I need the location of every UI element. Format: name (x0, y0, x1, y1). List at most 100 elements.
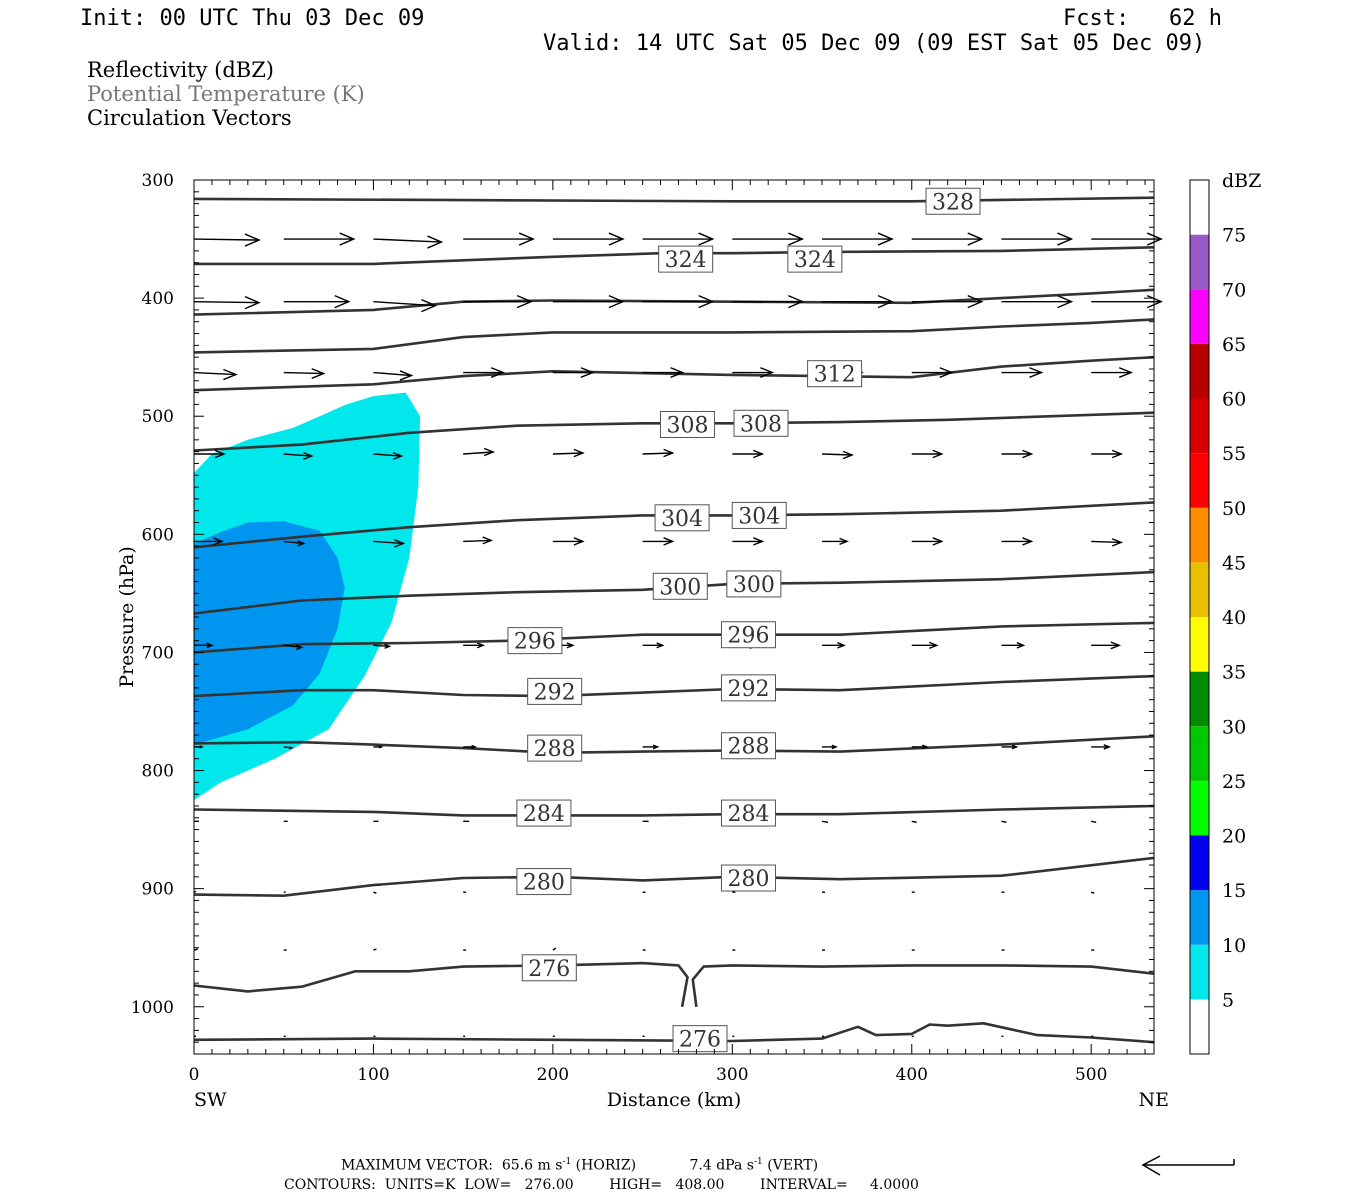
vector-head (1146, 232, 1163, 246)
colorbar-bin (1190, 890, 1209, 945)
y-tick-label: 900 (142, 880, 174, 900)
colorbar-label: 65 (1222, 334, 1246, 356)
theta-contour-288 (193, 735, 1155, 755)
theta-contour-300 (193, 570, 1155, 615)
vector-shaft (463, 451, 494, 455)
vector-head (939, 367, 954, 378)
contour-info: CONTOURS: UNITS=K LOW= 276.00 HIGH= 408.… (284, 1177, 919, 1193)
vector-head (471, 744, 478, 750)
colorbar: 5 10 15 20 25 30 35 40 45 50 55 60 65 70 75 dBZ (1189, 170, 1261, 1055)
vector-head (842, 450, 854, 460)
theta-label-284: 284 (720, 799, 776, 827)
vector-arrow (193, 296, 261, 310)
theta-label-text: 312 (814, 363, 856, 388)
x-axis-title: Distance (km) (607, 1089, 742, 1111)
y-tick-label: 700 (142, 643, 174, 663)
vector-head (1011, 744, 1019, 750)
vector-head (516, 295, 533, 309)
vector-arrow (1001, 232, 1074, 246)
x-tick-label: 200 (537, 1065, 569, 1085)
theta-label-box (733, 409, 789, 437)
theta-label-288: 288 (527, 734, 583, 762)
colorbar-label: 30 (1222, 716, 1246, 738)
theta-label-text: 296 (514, 630, 556, 655)
vector-head (483, 447, 496, 457)
vector-head (831, 744, 838, 750)
theta-label-308: 308 (659, 410, 715, 438)
vector-arrow (373, 891, 377, 894)
vector-head (303, 452, 314, 461)
theta-label-304: 304 (654, 504, 710, 532)
vector-arrow (463, 232, 535, 246)
y-tick-label: 300 (142, 171, 174, 191)
vector-head (1057, 232, 1074, 246)
theta-label-text: 308 (740, 412, 782, 437)
theta-label-292: 292 (527, 677, 583, 705)
vector-head (214, 449, 226, 459)
theta-label-300: 300 (652, 572, 708, 600)
vector-arrow (911, 537, 944, 546)
vector-shaft (373, 300, 436, 307)
vector-arrow (283, 295, 351, 309)
vector-shaft (642, 452, 673, 455)
theta-label-text: 324 (794, 248, 836, 273)
colorbar-label: 60 (1222, 389, 1246, 411)
theta-contour-308 (193, 411, 1155, 452)
theta-label-box (807, 360, 863, 388)
vector-arrow (373, 452, 404, 461)
theta-label-284: 284 (516, 799, 572, 827)
vector-head (421, 299, 438, 313)
vector-arrow (552, 232, 625, 246)
theta-label-box (516, 799, 572, 827)
vector-shaft (193, 300, 260, 304)
vector-shaft (283, 371, 324, 375)
max-vector-horiz: 65.6 m s (501, 1157, 563, 1174)
vector-head (580, 367, 595, 378)
vector-head (297, 540, 306, 547)
vector-head (656, 642, 665, 649)
vector-head (566, 642, 575, 649)
colorbar-label: 10 (1222, 935, 1246, 957)
theta-label-box (720, 621, 776, 649)
colorbar-label: 20 (1222, 826, 1246, 848)
vector-head (213, 537, 224, 546)
forecast-hour: Fcst: 62 h (1063, 6, 1222, 31)
vector-arrow (373, 948, 377, 951)
theta-label-box (720, 864, 776, 892)
theta-label-box (527, 677, 583, 705)
y-tick-label: 800 (142, 762, 174, 782)
colorbar-bin (1190, 398, 1209, 454)
vector-head (608, 295, 625, 309)
colorbar-label: 40 (1222, 607, 1246, 629)
vector-arrow (194, 642, 214, 649)
vector-head (932, 537, 944, 546)
vector-head (490, 367, 506, 378)
x-end-label-right: NE (1139, 1089, 1170, 1111)
theta-contour-276 (193, 1021, 1155, 1044)
vector-shaft (1001, 820, 1007, 824)
vector-head (788, 232, 805, 246)
vector-head (334, 295, 351, 309)
theta-label-box (527, 734, 583, 762)
colorbar-bin (1190, 999, 1209, 1054)
reflectivity-layer (194, 392, 421, 801)
vector-head (244, 233, 261, 247)
theta-label-box (720, 732, 776, 760)
vector-arrow (552, 367, 595, 378)
vector-head (427, 235, 444, 249)
vector-arrow (1091, 744, 1112, 750)
vector-head (753, 449, 765, 459)
vector-arrow (552, 947, 557, 951)
vector-head (1022, 537, 1034, 546)
vector-arrow (822, 744, 838, 750)
vector-head (518, 232, 535, 246)
colorbar-label: 45 (1222, 552, 1246, 574)
reflectivity-area-10dbz (194, 521, 345, 745)
y-tick-label: 500 (142, 407, 174, 427)
vector-arrow (822, 537, 849, 546)
vector-head (1029, 367, 1044, 378)
theta-contour-296 (193, 621, 1155, 654)
vector-head (670, 367, 685, 378)
vector-head (1111, 538, 1124, 547)
